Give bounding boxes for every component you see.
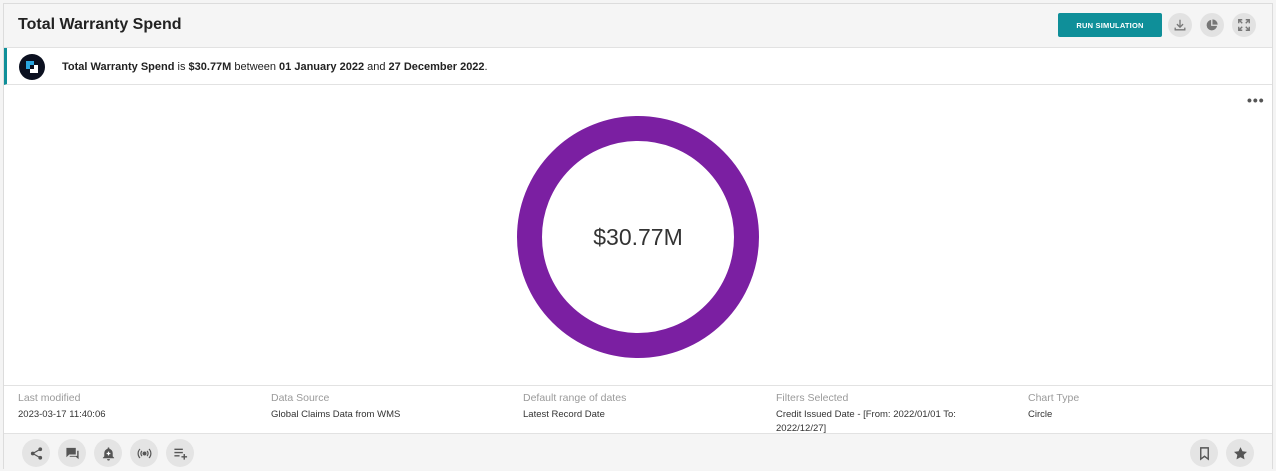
insight-and: and: [364, 61, 389, 73]
chart-type-icon: [1206, 19, 1218, 31]
donut-segment-0: [517, 116, 759, 358]
comment-button[interactable]: [58, 439, 86, 467]
donut-chart-svg: [517, 116, 759, 358]
meta-label: Data Source: [271, 392, 330, 404]
chart-center-value: $30.77M: [593, 223, 683, 250]
expand-icon: [1238, 19, 1250, 31]
meta-date-range: Default range of dates Latest Record Dat…: [523, 392, 763, 422]
widget-title: Total Warranty Spend: [18, 16, 182, 33]
meta-value: Circle: [1028, 409, 1053, 420]
alert-icon: [102, 446, 114, 461]
widget-card: Total Warranty Spend RUN SIMULATION: [3, 3, 1273, 470]
chart-type-button[interactable]: [1200, 13, 1224, 37]
comment-icon: [65, 447, 79, 459]
download-icon: [1174, 19, 1186, 31]
expand-button[interactable]: [1232, 13, 1256, 37]
more-options-icon[interactable]: •••: [1247, 92, 1265, 108]
bookmark-button[interactable]: [1190, 439, 1218, 467]
insight-metric: Total Warranty Spend: [62, 61, 175, 73]
meta-label: Chart Type: [1028, 392, 1080, 404]
meta-value: 2023-03-17 11:40:06: [18, 409, 106, 420]
widget-header: Total Warranty Spend RUN SIMULATION: [4, 4, 1272, 48]
insight-end-date: 27 December 2022: [388, 61, 485, 73]
insight-start-date: 01 January 2022: [279, 61, 365, 73]
run-simulation-button[interactable]: RUN SIMULATION: [1058, 13, 1162, 37]
meta-label: Filters Selected: [776, 392, 849, 404]
insight-between: between: [231, 61, 280, 73]
insight-text: Total Warranty Spend is $30.77M between …: [62, 61, 488, 73]
alert-button[interactable]: [94, 439, 122, 467]
meta-data-source: Data Source Global Claims Data from WMS: [271, 392, 511, 422]
insight-value: $30.77M: [188, 61, 232, 73]
brand-logo-icon: [19, 54, 45, 80]
insight-banner: Total Warranty Spend is $30.77M between …: [4, 48, 1272, 85]
meta-last-modified: Last modified 2023-03-17 11:40:06: [18, 392, 258, 422]
widget-footer: [4, 433, 1272, 470]
meta-value: Credit Issued Date - [From: 2022/01/01 T…: [776, 409, 956, 434]
meta-value: Global Claims Data from WMS: [271, 409, 401, 420]
favorite-button[interactable]: [1226, 439, 1254, 467]
insight-end-punct: .: [484, 61, 488, 73]
donut-chart: $30.77M: [516, 115, 760, 359]
meta-label: Last modified: [18, 392, 81, 404]
meta-value: Latest Record Date: [523, 409, 605, 420]
insight-is: is: [174, 61, 189, 73]
share-button[interactable]: [22, 439, 50, 467]
add-to-list-icon: [173, 448, 187, 460]
bookmark-icon: [1199, 446, 1209, 461]
download-button[interactable]: [1168, 13, 1192, 37]
broadcast-icon: [137, 448, 151, 458]
meta-label: Default range of dates: [523, 392, 627, 404]
meta-chart-type: Chart Type Circle: [1028, 392, 1268, 422]
meta-filters: Filters Selected Credit Issued Date - [F…: [776, 392, 996, 436]
broadcast-button[interactable]: [130, 439, 158, 467]
star-icon: [1233, 446, 1247, 459]
metadata-row: Last modified 2023-03-17 11:40:06 Data S…: [4, 385, 1272, 436]
share-icon: [30, 446, 42, 460]
add-to-list-button[interactable]: [166, 439, 194, 467]
